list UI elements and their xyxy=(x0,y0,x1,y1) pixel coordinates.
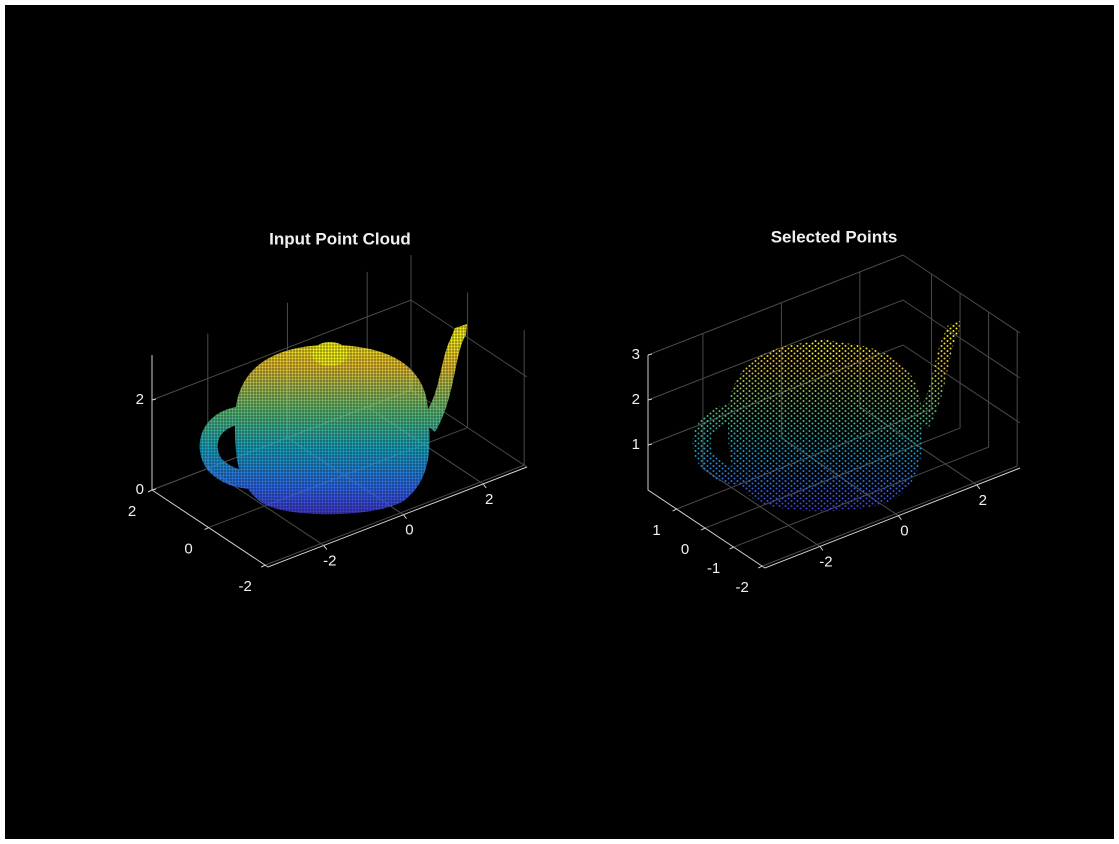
z-tick-label: 1 xyxy=(632,436,640,453)
x-tick xyxy=(323,545,328,550)
y-tick-label: 2 xyxy=(128,503,136,520)
x-tick xyxy=(976,484,981,490)
z-tick xyxy=(151,398,157,401)
x-tick xyxy=(819,546,824,551)
x-tick xyxy=(897,515,902,520)
z-tick xyxy=(151,488,157,491)
x-tick xyxy=(403,514,407,519)
grid-line xyxy=(151,299,528,401)
z-tick xyxy=(647,353,653,356)
z-tick-label: 3 xyxy=(632,346,640,363)
x-tick-label: 2 xyxy=(979,492,987,509)
chart-title: Input Point Cloud xyxy=(269,229,411,248)
y-tick-label: 1 xyxy=(652,522,660,539)
figure-background xyxy=(5,5,1114,839)
y-tick xyxy=(729,546,734,550)
axes: Selected Points -2 0 2 -2 -1 0 1 1 2 3 xyxy=(632,227,1021,596)
y-tick xyxy=(672,508,677,512)
x-tick xyxy=(482,483,487,489)
grid-line xyxy=(647,254,1021,356)
axis-line xyxy=(151,355,528,568)
y-tick-label: -2 xyxy=(238,578,251,595)
y-tick-label: 0 xyxy=(681,541,689,558)
y-tick-label: 0 xyxy=(184,541,192,558)
y-tick xyxy=(260,564,266,568)
x-tick-label: -2 xyxy=(323,552,336,569)
y-tick xyxy=(147,489,153,493)
y-tick xyxy=(700,527,706,531)
y-tick xyxy=(757,565,763,569)
z-tick-label: 2 xyxy=(632,391,640,408)
x-tick-label: 0 xyxy=(900,523,908,540)
z-tick xyxy=(647,398,653,401)
grid-line xyxy=(647,299,1021,401)
z-tick xyxy=(647,443,653,446)
z-tick-label: 2 xyxy=(136,391,144,408)
y-tick xyxy=(204,527,209,531)
x-tick-label: -2 xyxy=(819,553,832,570)
chart-title: Selected Points xyxy=(771,227,898,246)
axis-line xyxy=(647,355,1021,569)
y-tick-label: -2 xyxy=(735,579,748,596)
x-tick-label: 2 xyxy=(485,491,493,508)
z-tick-label: 0 xyxy=(136,481,144,498)
x-tick-label: 0 xyxy=(405,522,413,539)
y-tick-label: -1 xyxy=(707,560,720,577)
